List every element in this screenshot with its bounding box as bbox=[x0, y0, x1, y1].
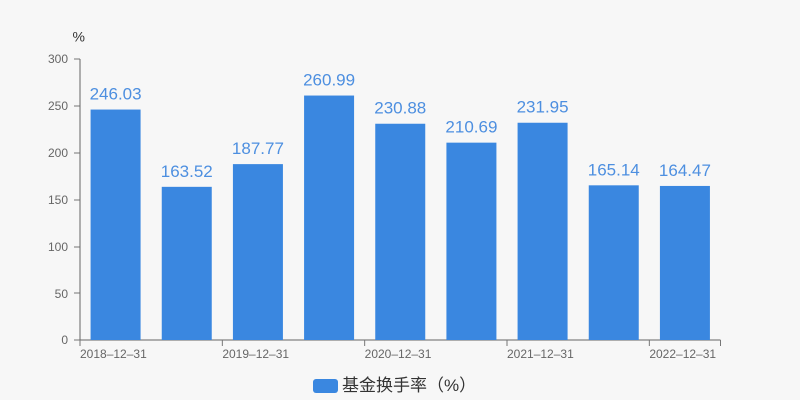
svg-text:165.14: 165.14 bbox=[588, 160, 640, 179]
svg-text:2022–12–31: 2022–12–31 bbox=[649, 347, 716, 361]
svg-text:基金换手率（%）: 基金换手率（%） bbox=[342, 376, 476, 395]
svg-text:%: % bbox=[73, 29, 85, 45]
svg-text:250: 250 bbox=[48, 99, 68, 113]
svg-text:2019–12–31: 2019–12–31 bbox=[222, 347, 289, 361]
svg-text:2020–12–31: 2020–12–31 bbox=[365, 347, 432, 361]
svg-text:200: 200 bbox=[48, 146, 68, 160]
svg-text:231.95: 231.95 bbox=[517, 98, 569, 117]
svg-text:187.77: 187.77 bbox=[232, 139, 284, 158]
svg-text:0: 0 bbox=[61, 333, 68, 347]
svg-text:210.69: 210.69 bbox=[445, 118, 497, 137]
svg-text:230.88: 230.88 bbox=[374, 99, 426, 118]
svg-text:150: 150 bbox=[48, 193, 68, 207]
svg-text:2018–12–31: 2018–12–31 bbox=[80, 347, 147, 361]
svg-text:163.52: 163.52 bbox=[161, 162, 213, 181]
svg-text:260.99: 260.99 bbox=[303, 71, 355, 90]
svg-text:246.03: 246.03 bbox=[90, 85, 142, 104]
svg-text:2021–12–31: 2021–12–31 bbox=[507, 347, 574, 361]
svg-text:300: 300 bbox=[48, 52, 68, 66]
svg-text:164.47: 164.47 bbox=[659, 161, 711, 180]
svg-text:100: 100 bbox=[48, 240, 68, 254]
svg-text:50: 50 bbox=[55, 287, 69, 301]
